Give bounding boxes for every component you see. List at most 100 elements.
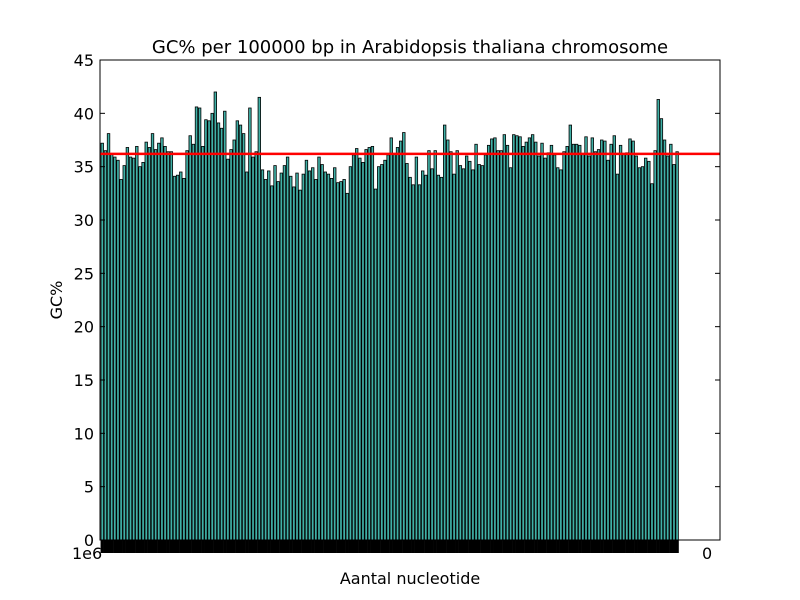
- bar: [257, 96, 261, 541]
- bar: [263, 179, 268, 541]
- bar: [194, 106, 199, 541]
- bar: [534, 141, 538, 541]
- bar: [144, 141, 148, 541]
- y-tick-label: 25: [74, 264, 94, 283]
- bar: [461, 168, 466, 541]
- bar: [603, 140, 607, 541]
- bar: [606, 159, 610, 541]
- bar: [135, 145, 139, 541]
- bar: [113, 156, 117, 541]
- bar: [251, 156, 255, 541]
- bar: [615, 173, 620, 541]
- bar: [128, 156, 133, 541]
- bar: [169, 151, 174, 541]
- bar: [392, 153, 397, 541]
- bar: [358, 157, 362, 541]
- bar: [141, 161, 145, 541]
- bar: [389, 137, 393, 541]
- bar: [373, 188, 378, 541]
- bar: [276, 181, 280, 541]
- bar: [216, 122, 221, 541]
- bar: [132, 157, 136, 541]
- bar: [166, 151, 170, 541]
- bar: [333, 167, 337, 541]
- bar: [521, 145, 525, 541]
- bar: [593, 151, 598, 541]
- bar: [364, 149, 368, 541]
- bar: [326, 173, 331, 541]
- bar: [351, 154, 356, 541]
- bar: [464, 155, 469, 541]
- x-tick-label-left: 1e6: [72, 544, 102, 563]
- bar: [110, 153, 114, 541]
- y-tick-label: 40: [74, 104, 94, 123]
- bar: [191, 143, 196, 541]
- bar: [493, 137, 497, 541]
- bar: [399, 140, 403, 541]
- bar: [458, 165, 463, 541]
- bar: [185, 150, 189, 541]
- bar: [172, 175, 177, 541]
- bar: [609, 143, 613, 541]
- bar: [618, 144, 623, 541]
- bar: [480, 165, 485, 541]
- bar: [282, 165, 287, 541]
- y-tick-label: 0: [84, 531, 94, 550]
- bar: [543, 157, 547, 541]
- bar: [596, 149, 601, 541]
- bar: [301, 173, 305, 541]
- y-tick-label: 10: [74, 424, 94, 443]
- bar: [179, 171, 183, 541]
- bar: [386, 154, 390, 541]
- bar: [405, 163, 409, 541]
- bar: [377, 166, 381, 541]
- bar: [672, 164, 676, 541]
- bar: [486, 144, 491, 541]
- y-axis-ticks: 0 5 10 15 20 25 30 35 40 45: [74, 51, 720, 550]
- bar: [436, 174, 441, 541]
- y-tick-label: 30: [74, 211, 94, 230]
- bar: [289, 175, 293, 541]
- bar: [571, 143, 576, 541]
- bar: [260, 169, 265, 541]
- bar: [446, 139, 450, 541]
- bar: [336, 182, 340, 541]
- bar: [160, 137, 164, 541]
- bar: [245, 171, 249, 541]
- bar: [361, 161, 365, 541]
- bar: [367, 147, 371, 541]
- y-tick-label: 20: [74, 318, 94, 337]
- bar: [612, 135, 616, 541]
- bar: [103, 150, 108, 541]
- bar: [383, 159, 387, 541]
- bar: [546, 152, 550, 541]
- bar: [647, 160, 651, 541]
- bar: [411, 184, 415, 541]
- bar: [219, 127, 224, 541]
- bar: [515, 135, 519, 541]
- bar: [669, 143, 673, 541]
- bar: [267, 170, 271, 541]
- bar: [402, 132, 406, 541]
- bar: [477, 164, 481, 541]
- bar: [285, 156, 290, 541]
- bar: [634, 155, 638, 541]
- bar: [182, 177, 186, 541]
- bar: [527, 137, 532, 541]
- bar: [116, 159, 120, 541]
- bar: [106, 133, 111, 541]
- bar: [210, 112, 214, 541]
- bar: [248, 107, 252, 541]
- bar: [640, 166, 645, 541]
- bar: [637, 167, 642, 541]
- y-tick-label: 35: [74, 158, 94, 177]
- bar: [499, 150, 503, 541]
- bar: [395, 147, 400, 541]
- bar: [496, 150, 500, 541]
- bar: [229, 149, 233, 541]
- bar: [508, 167, 513, 541]
- bar: [584, 136, 588, 541]
- bar: [653, 150, 657, 541]
- bar: [490, 138, 494, 541]
